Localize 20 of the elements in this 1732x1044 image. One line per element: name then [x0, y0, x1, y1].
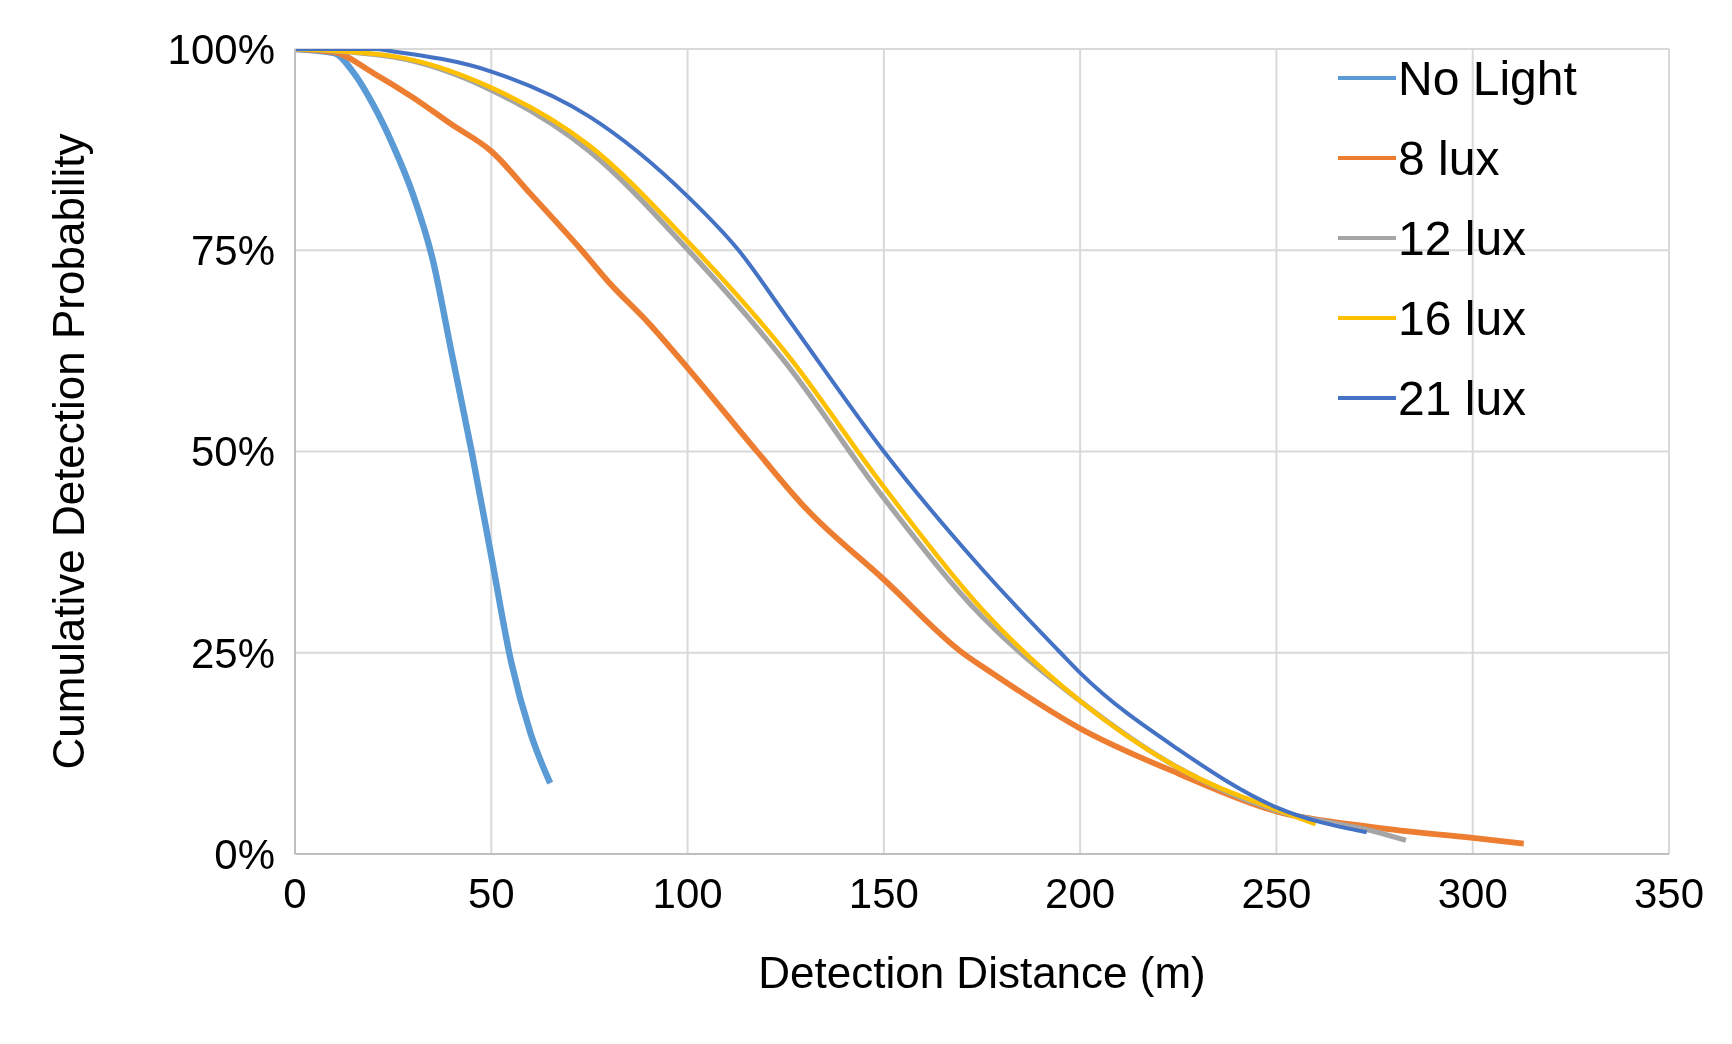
legend-label: No Light: [1398, 50, 1577, 106]
y-tick-label: 0%: [214, 830, 275, 878]
legend-label: 8 lux: [1398, 130, 1500, 186]
x-tick-label: 150: [848, 869, 919, 917]
x-tick-label: 200: [1045, 869, 1116, 917]
y-tick-label: 25%: [190, 629, 275, 677]
y-tick-label: 75%: [190, 227, 275, 275]
x-tick-label: 100: [652, 869, 723, 917]
legend-label: 21 lux: [1398, 370, 1527, 426]
x-tick-label: 0: [283, 869, 307, 917]
y-axis-title: Cumulative Detection Probability: [43, 133, 93, 770]
y-tick-label: 50%: [190, 428, 275, 476]
x-tick-label: 300: [1437, 869, 1508, 917]
x-tick-label: 350: [1633, 869, 1705, 917]
legend-label: 16 lux: [1398, 290, 1527, 346]
y-tick-label: 100%: [167, 25, 275, 73]
legend-label: 12 lux: [1398, 210, 1527, 266]
x-tick-label: 50: [467, 869, 515, 917]
x-tick-label: 250: [1241, 869, 1312, 917]
x-axis-title: Detection Distance (m): [758, 948, 1206, 997]
